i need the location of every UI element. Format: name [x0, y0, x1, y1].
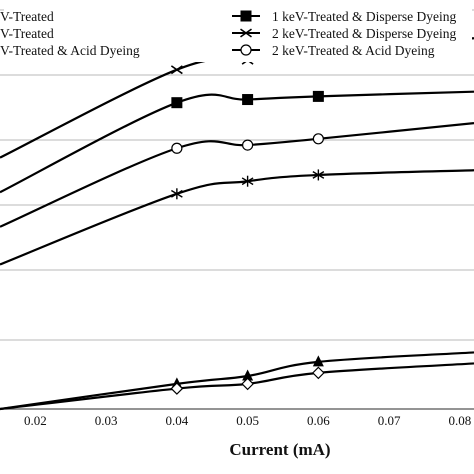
plot-series — [0, 37, 474, 411]
marker-stroke — [170, 65, 183, 75]
data-point-marker — [171, 97, 183, 109]
series-line — [0, 122, 474, 228]
data-point-marker — [171, 142, 183, 154]
legend: V-Treated V-Treated V-Treated & Acid Dyein… — [0, 2, 472, 62]
legend-label: V-Treated — [0, 26, 54, 41]
legend-marker — [240, 44, 252, 56]
data-point-marker — [241, 377, 254, 391]
data-point-marker — [312, 355, 324, 367]
legend-label: V-Treated & Acid Dyeing — [0, 43, 140, 58]
data-point-marker — [171, 188, 183, 200]
x-tick-label: 0.07 — [378, 413, 401, 428]
data-point-marker — [170, 65, 183, 75]
data-point-marker — [242, 94, 254, 106]
series-line — [0, 169, 474, 266]
legend-marker — [240, 28, 252, 38]
legend-marker — [240, 10, 252, 22]
x-tick-label: 0.03 — [95, 413, 118, 428]
legend-label: 2 keV-Treated & Disperse Dyeing — [272, 26, 456, 41]
legend-label: 1 keV-Treated & Disperse Dyeing — [272, 9, 456, 24]
x-tick-label: 0.08 — [448, 413, 471, 428]
data-point-marker — [170, 382, 184, 395]
legend-label: V-Treated — [0, 9, 54, 24]
x-tick-label: 0.05 — [236, 413, 259, 428]
data-point-marker — [312, 90, 324, 102]
x-tick-label: 0.06 — [307, 413, 330, 428]
gridlines — [0, 9, 474, 410]
series-line — [0, 90, 474, 194]
x-tick-label: 0.04 — [165, 413, 188, 428]
data-point-marker — [312, 366, 325, 380]
data-point-marker — [242, 139, 254, 151]
data-point-marker — [312, 133, 324, 145]
x-axis-title: Current (mA) — [229, 440, 330, 459]
plot-markers — [170, 46, 325, 395]
data-point-marker — [241, 175, 254, 187]
marker-stroke — [240, 28, 252, 38]
series-line — [0, 362, 474, 411]
legend-label: 2 keV-Treated & Acid Dyeing — [272, 43, 435, 58]
x-axis-tick-labels: 0.02 0.03 0.04 0.05 0.06 0.07 0.08 — [24, 413, 471, 428]
data-point-marker — [312, 169, 325, 181]
data-point-marker — [242, 369, 254, 381]
x-tick-label: 0.02 — [24, 413, 47, 428]
